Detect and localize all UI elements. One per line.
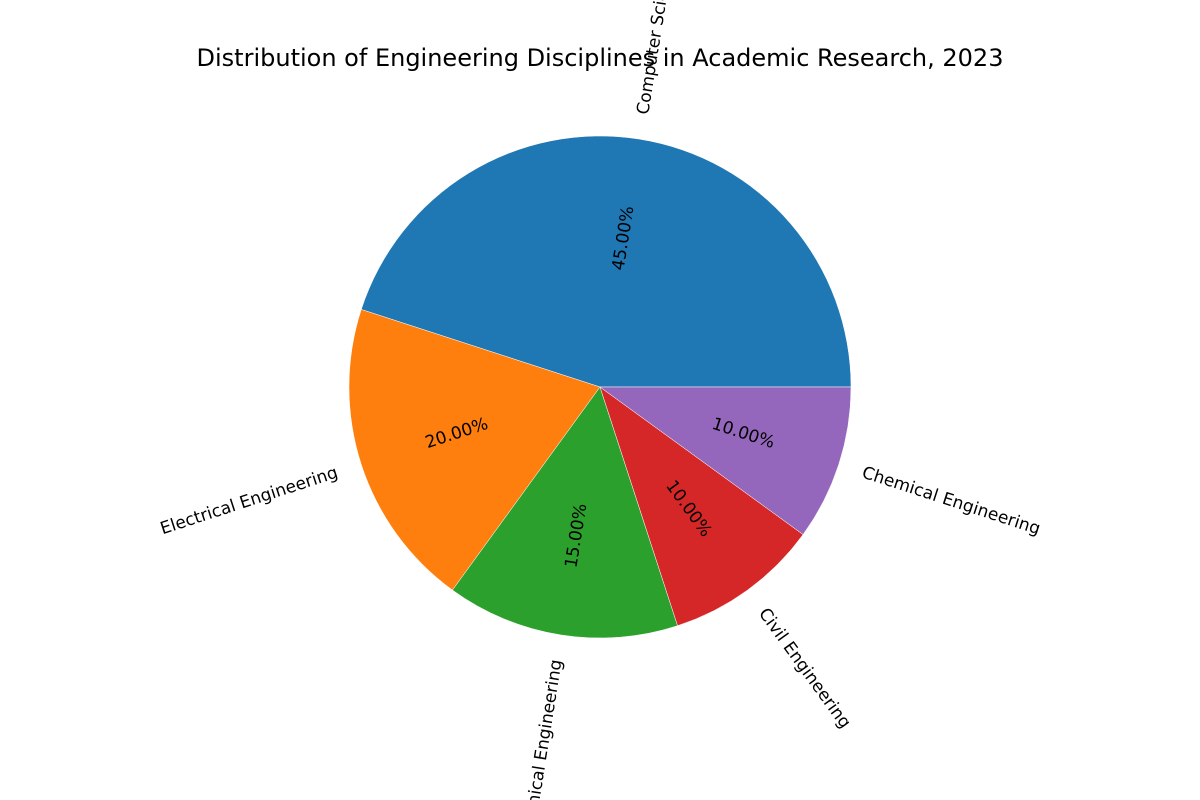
pie-slice-mechanical-engineering (452, 386, 678, 639)
slice-label-electrical-engineering: Electrical Engineering (158, 463, 341, 539)
slice-label-civil-engineering: Civil Engineering (754, 604, 855, 732)
pie-slice-civil-engineering (599, 386, 804, 627)
slice-label-chemical-engineering: Chemical Engineering (859, 463, 1042, 540)
pie-slice-computer-science (360, 135, 852, 388)
pie-slice-chemical-engineering (599, 386, 852, 535)
chart-title: Distribution of Engineering Disciplines … (197, 44, 1004, 72)
slice-label-mechanical-engineering: Mechanical Engineering (515, 658, 567, 800)
pie-slice-electrical-engineering (348, 309, 601, 591)
pie-slices (348, 135, 852, 639)
